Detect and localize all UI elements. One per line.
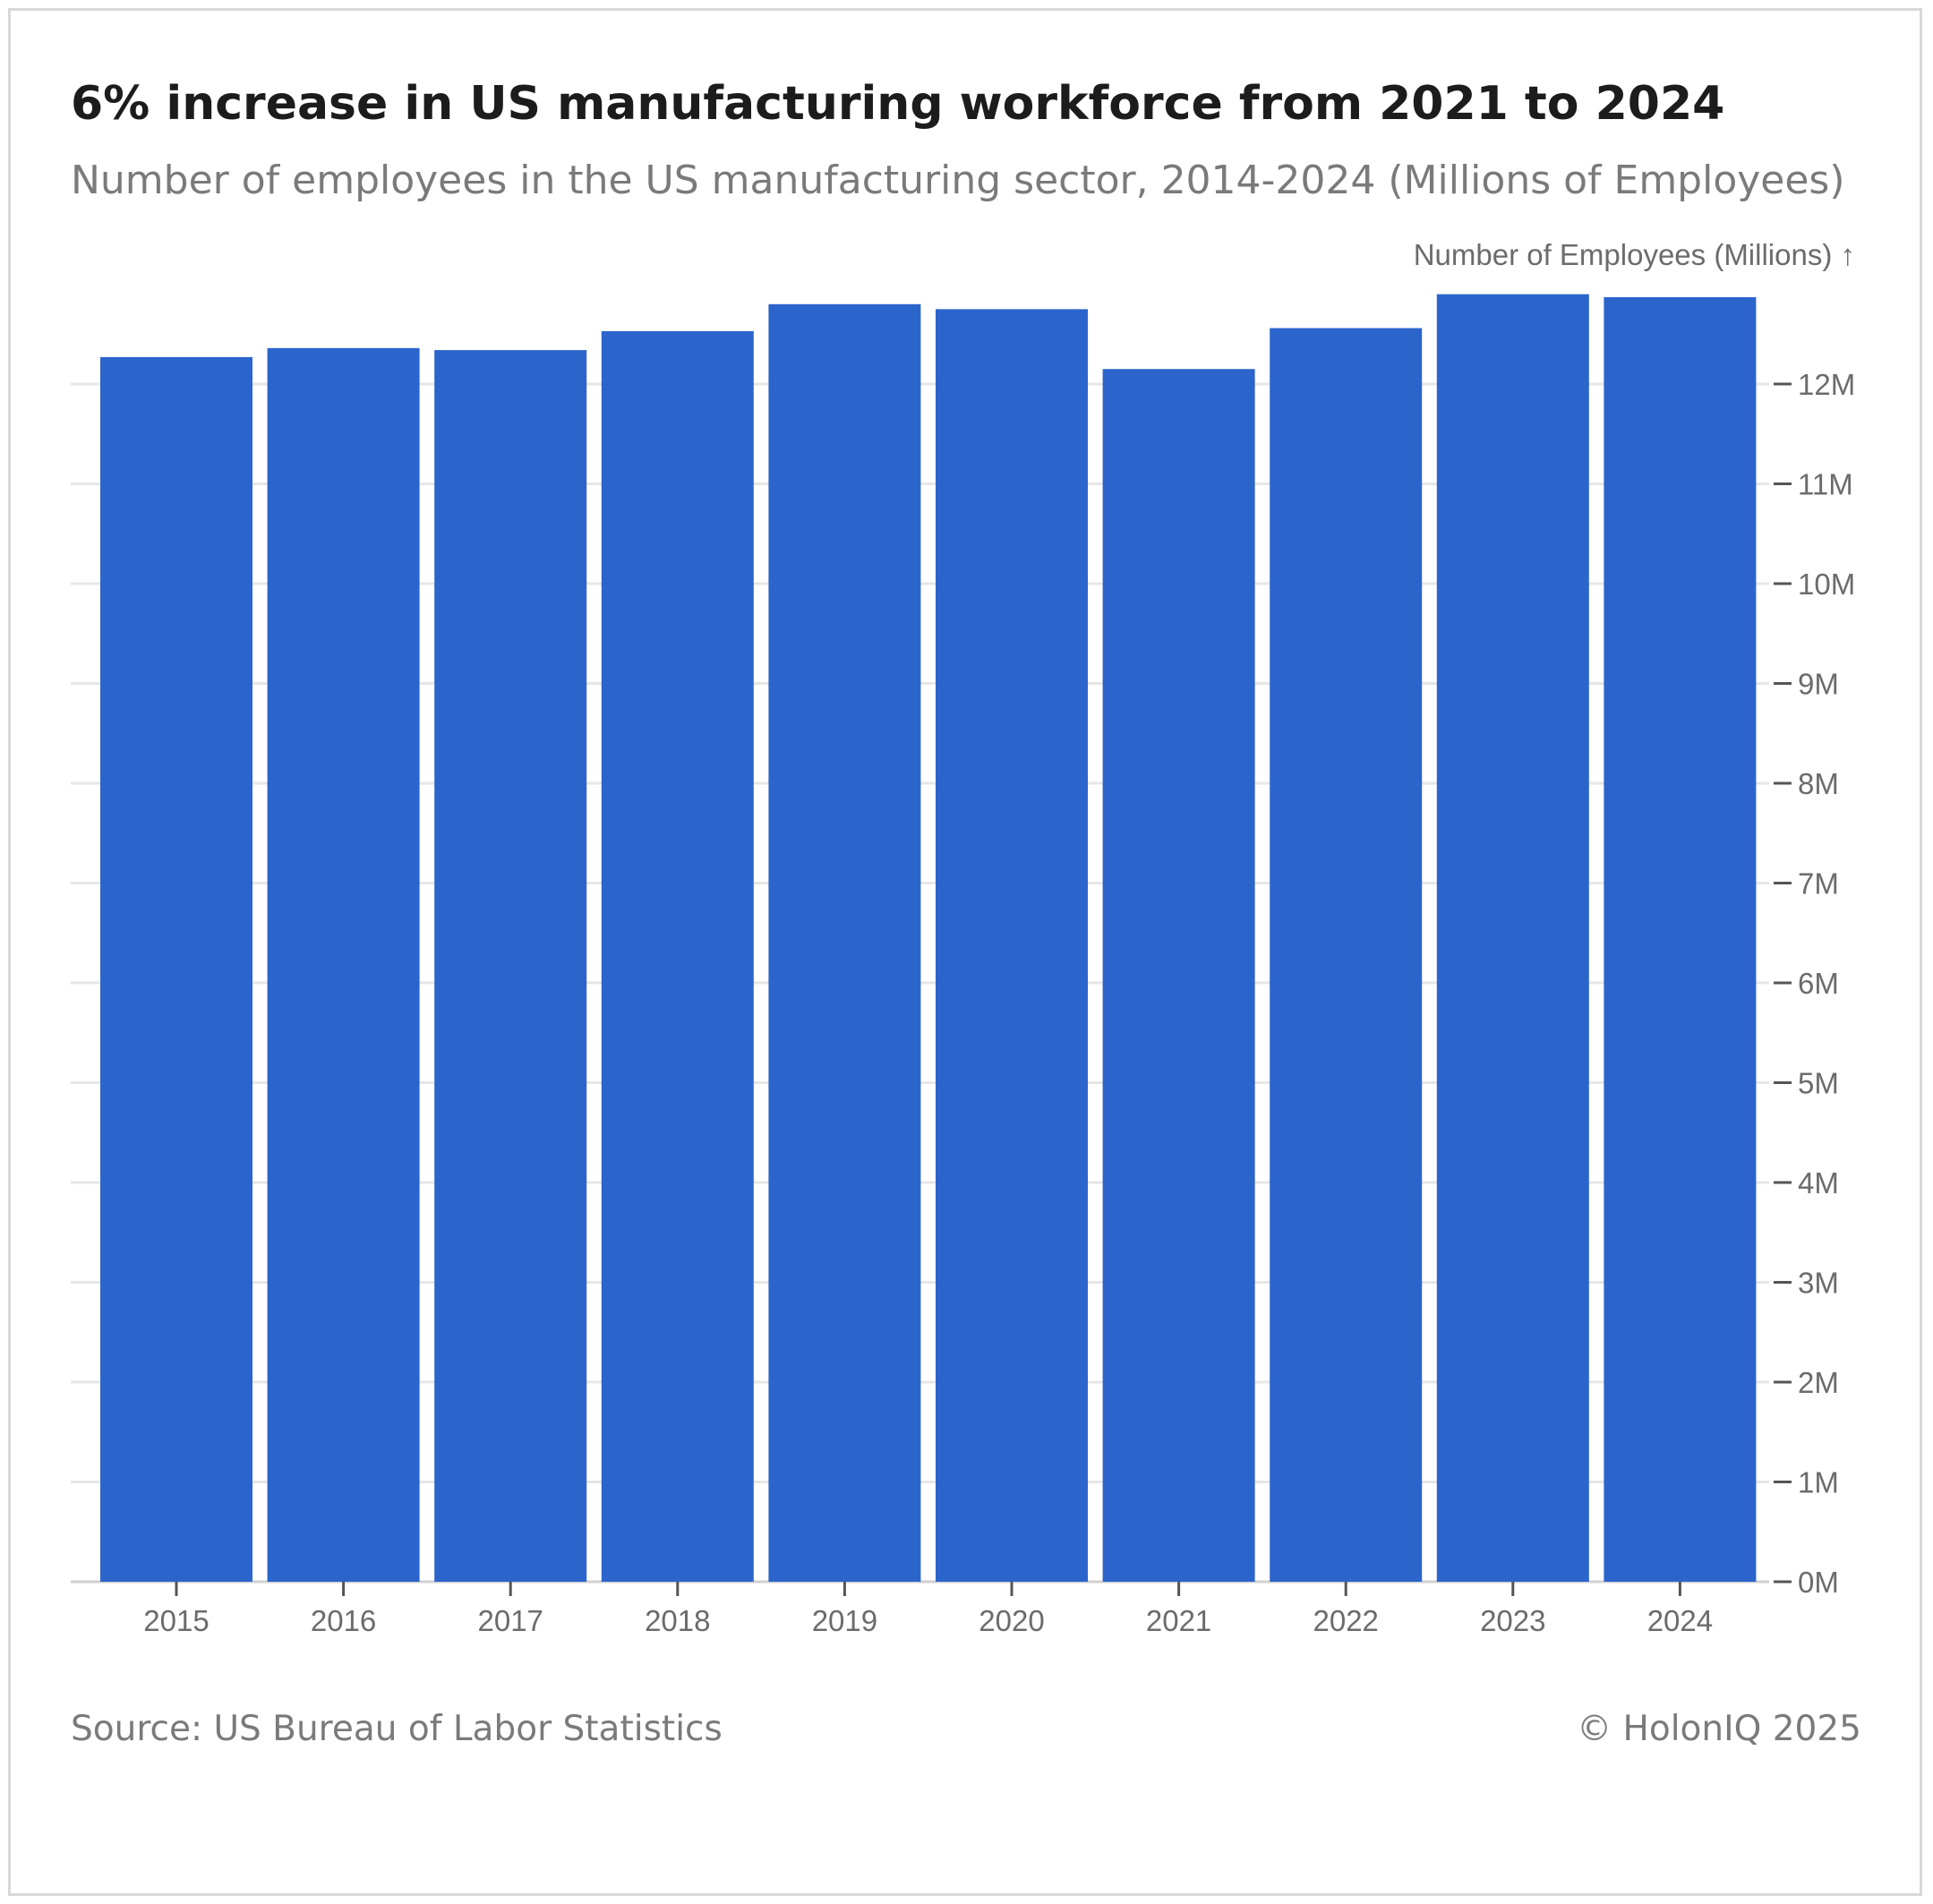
bar-2019[interactable]: [768, 303, 921, 1582]
y-tick-label: 4M: [1798, 1166, 1839, 1200]
y-tick-label: 7M: [1798, 867, 1839, 901]
y-tick-label: 2M: [1798, 1366, 1839, 1399]
copyright-note: © HolonIQ 2025: [1577, 1709, 1861, 1749]
y-tick-label: 6M: [1798, 967, 1839, 1000]
bar-2023[interactable]: [1436, 294, 1589, 1582]
x-tick-label: 2018: [645, 1604, 710, 1637]
chart-subtitle: Number of employees in the US manufactur…: [71, 158, 1845, 203]
chart-title: 6% increase in US manufacturing workforc…: [71, 77, 1725, 131]
bar-2017[interactable]: [434, 350, 587, 1583]
x-tick-label: 2017: [477, 1604, 543, 1637]
y-tick-label: 11M: [1798, 468, 1853, 501]
bar-2016[interactable]: [267, 347, 420, 1582]
bar-2020[interactable]: [936, 309, 1088, 1582]
x-tick-label: 2015: [143, 1604, 209, 1637]
y-tick-label: 1M: [1798, 1466, 1839, 1499]
bar-2022[interactable]: [1270, 328, 1423, 1582]
x-tick-label: 2016: [311, 1604, 376, 1637]
x-tick-label: 2019: [812, 1604, 877, 1637]
y-tick-label: 3M: [1798, 1267, 1839, 1300]
x-tick-label: 2022: [1313, 1604, 1378, 1637]
x-axis: 2015 2016 2017 2018 2019 2020 2021 2022 2023 2024: [143, 1582, 1713, 1637]
bar-2021[interactable]: [1102, 369, 1255, 1582]
source-note: Source: US Bureau of Labor Statistics: [71, 1709, 723, 1749]
y-tick-label: 8M: [1798, 767, 1839, 800]
y-tick-label: 9M: [1798, 668, 1839, 701]
bar-2018[interactable]: [601, 330, 754, 1582]
y-axis: 0M 1M 2M 3M 4M 5M 6M 7M 8M 9M 10M 11M 12M: [1774, 368, 1855, 1599]
bar-series: [100, 294, 1757, 1583]
y-tick-label: 5M: [1798, 1067, 1839, 1100]
bar-2015[interactable]: [100, 356, 252, 1582]
y-tick-label: 12M: [1798, 368, 1855, 401]
x-tick-label: 2024: [1647, 1604, 1713, 1637]
bar-2024[interactable]: [1604, 296, 1757, 1582]
x-tick-label: 2021: [1146, 1604, 1211, 1637]
y-axis-title: Number of Employees (Millions) ↑: [1414, 238, 1855, 271]
x-tick-label: 2020: [979, 1604, 1044, 1637]
x-tick-label: 2023: [1480, 1604, 1545, 1637]
y-tick-label: 10M: [1798, 568, 1855, 601]
y-tick-label: 0M: [1798, 1566, 1839, 1599]
